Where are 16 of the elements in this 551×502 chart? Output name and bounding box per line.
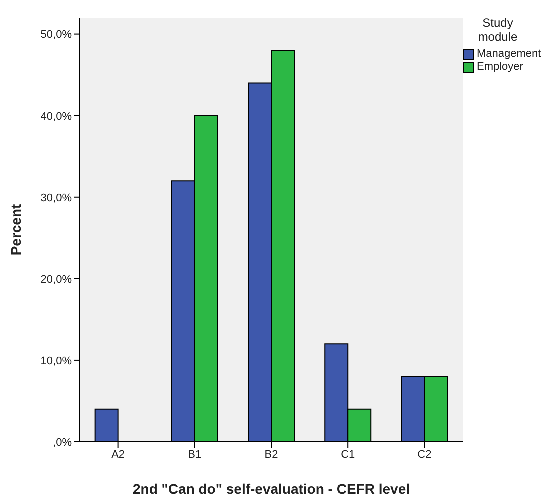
x-tick-label: C2 xyxy=(418,448,432,461)
y-tick-label: 40,0% xyxy=(40,110,72,123)
x-tick-label: B2 xyxy=(264,448,278,461)
legend-label: Management xyxy=(477,48,542,60)
x-axis-title: 2nd "Can do" self-evaluation - CEFR level xyxy=(133,481,410,497)
legend-label: Employer xyxy=(477,61,524,73)
y-tick-label: 20,0% xyxy=(40,274,72,286)
y-tick-label: 50,0% xyxy=(40,29,72,42)
x-tick-label: C1 xyxy=(341,448,356,461)
x-tick-label: A2 xyxy=(112,448,126,461)
legend-title: Study module xyxy=(477,16,519,44)
y-tick-label: ,0% xyxy=(53,436,72,449)
y-axis-title: Percent xyxy=(8,204,24,256)
y-tick-label: 30,0% xyxy=(40,192,72,204)
x-tick-label: B1 xyxy=(188,448,202,461)
y-tick-label: 10,0% xyxy=(40,355,72,368)
